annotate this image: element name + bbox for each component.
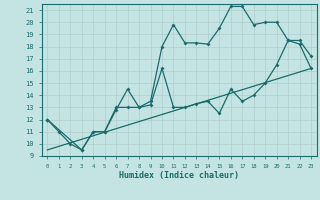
X-axis label: Humidex (Indice chaleur): Humidex (Indice chaleur) <box>119 171 239 180</box>
